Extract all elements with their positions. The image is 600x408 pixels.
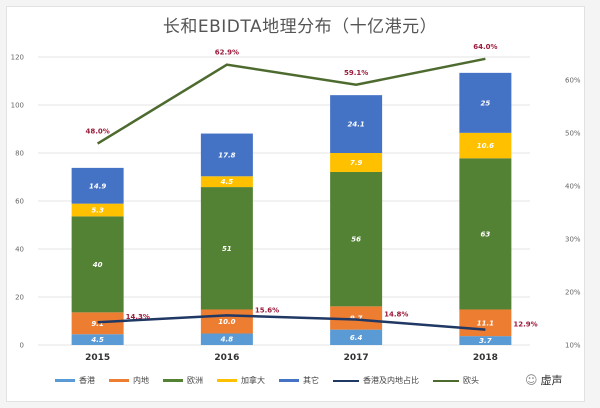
y-tick-label: 100 bbox=[11, 102, 24, 110]
bar-segment-label: 3.7 bbox=[479, 337, 492, 345]
bar-segment bbox=[200, 333, 253, 345]
bar-segment bbox=[200, 187, 253, 310]
bar-segment-label: 6.4 bbox=[350, 334, 363, 342]
legend-label: 其它 bbox=[303, 376, 319, 385]
legend-item: 欧头 bbox=[433, 375, 479, 386]
bar-segment-label: 10.6 bbox=[477, 142, 494, 150]
line-data-label: 14.8% bbox=[384, 311, 408, 319]
line-data-label: 15.6% bbox=[255, 306, 279, 314]
hk-mainland-share-line bbox=[97, 314, 486, 331]
legend-label: 香港 bbox=[79, 376, 95, 385]
legend-item: 内地 bbox=[109, 375, 149, 386]
bar-segment-label: 51 bbox=[222, 245, 232, 253]
x-tick-label: 2016 bbox=[214, 353, 239, 363]
bar-segment bbox=[71, 203, 124, 217]
y-tick-label: 80 bbox=[15, 150, 24, 158]
watermark-text: 虚声 bbox=[540, 374, 563, 387]
bar-segment-label: 9.1 bbox=[91, 320, 104, 328]
y-tick-label: 40 bbox=[15, 246, 24, 254]
legend-swatch bbox=[55, 379, 75, 382]
legend-item: 香港及内地占比 bbox=[333, 375, 419, 386]
y2-tick-label: 30% bbox=[565, 236, 581, 244]
chart-legend: 香港 内地 欧洲 加拿大 其它 香港及内地占比 欧头 bbox=[55, 375, 479, 386]
bar-segment bbox=[459, 72, 512, 133]
bar-segment bbox=[459, 132, 512, 159]
bar-segment-label: 4.8 bbox=[221, 336, 234, 344]
bar-segment bbox=[71, 312, 124, 335]
y-tick-label: 60 bbox=[15, 198, 24, 206]
bar-segment-label: 4.5 bbox=[221, 178, 234, 186]
line-data-label: 62.9% bbox=[215, 49, 239, 57]
bar-segment bbox=[200, 176, 253, 188]
bar-segment bbox=[459, 309, 512, 337]
y2-tick-label: 20% bbox=[565, 289, 581, 297]
bar-segment bbox=[330, 95, 383, 153]
legend-label: 内地 bbox=[133, 376, 149, 385]
legend-swatch bbox=[279, 379, 299, 382]
y2-tick-label: 10% bbox=[565, 342, 581, 350]
legend-swatch bbox=[163, 379, 183, 382]
bar-segment-label: 7.9 bbox=[350, 159, 363, 167]
y-tick-label: 0 bbox=[20, 342, 24, 350]
x-tick-label: 2018 bbox=[473, 353, 498, 363]
legend-label: 香港及内地占比 bbox=[363, 376, 419, 385]
bar-segment bbox=[200, 133, 253, 177]
bar-segment bbox=[330, 171, 383, 307]
bar-segment bbox=[459, 336, 512, 345]
legend-swatch bbox=[109, 379, 129, 382]
line-data-label: 48.0% bbox=[85, 128, 109, 136]
line-data-label: 14.3% bbox=[126, 313, 150, 321]
legend-item: 欧洲 bbox=[163, 375, 203, 386]
y2-tick-label: 50% bbox=[565, 130, 581, 138]
legend-swatch bbox=[217, 379, 237, 382]
legend-item: 加拿大 bbox=[217, 375, 265, 386]
bar-segment bbox=[330, 306, 383, 330]
chart-frame-extension bbox=[516, 6, 585, 402]
bar-segment-label: 40 bbox=[93, 261, 103, 269]
legend-label: 欧头 bbox=[463, 376, 479, 385]
bar-segment bbox=[330, 329, 383, 345]
bar-segment bbox=[200, 309, 253, 334]
legend-swatch bbox=[433, 379, 459, 382]
legend-item: 香港 bbox=[55, 375, 95, 386]
x-tick-label: 2015 bbox=[85, 353, 110, 363]
y-tick-label: 120 bbox=[11, 54, 24, 62]
bar-segment-label: 5.3 bbox=[91, 207, 104, 215]
y2-tick-label: 40% bbox=[565, 183, 581, 191]
bar-segment-label: 25 bbox=[481, 99, 491, 107]
bar-segment bbox=[71, 167, 124, 204]
y-tick-label: 20 bbox=[15, 294, 24, 302]
bar-segment-label: 56 bbox=[351, 236, 361, 244]
line-data-label: 64.0% bbox=[473, 43, 497, 51]
line-data-label: 59.1% bbox=[344, 69, 368, 77]
x-tick-label: 2017 bbox=[344, 353, 369, 363]
bar-segment-label: 10.0 bbox=[218, 318, 235, 326]
bar-segment-label: 24.1 bbox=[347, 121, 364, 129]
watermark: ☺ 虚声 bbox=[525, 372, 563, 388]
bar-segment bbox=[459, 158, 512, 310]
bar-segment-label: 4.5 bbox=[91, 336, 104, 344]
smiley-icon: ☺ bbox=[525, 373, 538, 387]
legend-label: 加拿大 bbox=[241, 376, 265, 385]
bar-segment bbox=[330, 153, 383, 172]
bar-segment-label: 63 bbox=[481, 230, 491, 238]
legend-label: 欧洲 bbox=[187, 376, 203, 385]
y2-tick-label: 60% bbox=[565, 77, 581, 85]
europe-share-line bbox=[96, 57, 486, 145]
legend-item: 其它 bbox=[279, 375, 319, 386]
chart-title: 长和EBIDTA地理分布（十亿港元） bbox=[162, 17, 438, 37]
bar-segment-label: 11.1 bbox=[477, 319, 494, 327]
bar-segment bbox=[71, 334, 124, 345]
bar-segment bbox=[71, 216, 124, 313]
line-data-label: 12.9% bbox=[513, 321, 537, 329]
legend-swatch bbox=[333, 379, 359, 382]
bar-segment-label: 17.8 bbox=[218, 151, 235, 159]
bar-segment-label: 14.9 bbox=[89, 182, 106, 190]
